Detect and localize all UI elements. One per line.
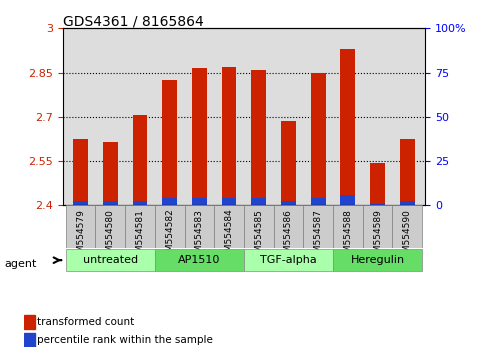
- FancyBboxPatch shape: [333, 249, 422, 271]
- Bar: [73, 139, 88, 205]
- Bar: [222, 67, 237, 205]
- Bar: [73, 201, 88, 205]
- FancyBboxPatch shape: [244, 205, 273, 248]
- FancyBboxPatch shape: [244, 249, 333, 271]
- Text: GSM554581: GSM554581: [136, 209, 144, 264]
- Bar: [370, 204, 385, 205]
- FancyBboxPatch shape: [214, 205, 244, 248]
- Bar: [103, 201, 118, 205]
- Bar: [311, 73, 326, 205]
- Bar: [132, 115, 147, 205]
- Text: GSM554589: GSM554589: [373, 209, 382, 264]
- FancyBboxPatch shape: [303, 205, 333, 248]
- FancyBboxPatch shape: [66, 205, 96, 248]
- FancyBboxPatch shape: [125, 205, 155, 248]
- Text: GSM554585: GSM554585: [254, 209, 263, 264]
- Bar: [341, 195, 355, 205]
- Text: GSM554580: GSM554580: [106, 209, 115, 264]
- FancyBboxPatch shape: [66, 249, 155, 271]
- Bar: [132, 201, 147, 205]
- Bar: [400, 201, 414, 205]
- Bar: [251, 70, 266, 205]
- Bar: [24, 315, 35, 329]
- Text: TGF-alpha: TGF-alpha: [260, 255, 317, 265]
- Text: GSM554582: GSM554582: [165, 209, 174, 263]
- Text: GSM554588: GSM554588: [343, 209, 352, 264]
- Text: GDS4361 / 8165864: GDS4361 / 8165864: [63, 14, 203, 28]
- Text: transformed count: transformed count: [37, 317, 134, 327]
- FancyBboxPatch shape: [392, 205, 422, 248]
- FancyBboxPatch shape: [155, 205, 185, 248]
- Text: untreated: untreated: [83, 255, 138, 265]
- Text: GSM554584: GSM554584: [225, 209, 234, 263]
- Bar: [311, 198, 326, 205]
- Bar: [222, 198, 237, 205]
- Text: GSM554590: GSM554590: [403, 209, 412, 264]
- Text: GSM554586: GSM554586: [284, 209, 293, 264]
- FancyBboxPatch shape: [333, 205, 363, 248]
- Text: agent: agent: [5, 259, 37, 269]
- Bar: [192, 68, 207, 205]
- Bar: [162, 80, 177, 205]
- FancyBboxPatch shape: [363, 205, 392, 248]
- Bar: [370, 162, 385, 205]
- Bar: [251, 198, 266, 205]
- Bar: [400, 139, 414, 205]
- Text: GSM554587: GSM554587: [313, 209, 323, 264]
- Bar: [192, 198, 207, 205]
- Bar: [103, 142, 118, 205]
- Text: percentile rank within the sample: percentile rank within the sample: [37, 335, 213, 345]
- FancyBboxPatch shape: [185, 205, 214, 248]
- Text: GSM554579: GSM554579: [76, 209, 85, 264]
- Text: GSM554583: GSM554583: [195, 209, 204, 264]
- Text: Heregulin: Heregulin: [351, 255, 405, 265]
- Bar: [24, 333, 35, 347]
- Bar: [281, 121, 296, 205]
- Bar: [281, 201, 296, 205]
- Bar: [341, 49, 355, 205]
- Bar: [162, 198, 177, 205]
- FancyBboxPatch shape: [273, 205, 303, 248]
- FancyBboxPatch shape: [96, 205, 125, 248]
- FancyBboxPatch shape: [155, 249, 244, 271]
- Text: AP1510: AP1510: [178, 255, 221, 265]
